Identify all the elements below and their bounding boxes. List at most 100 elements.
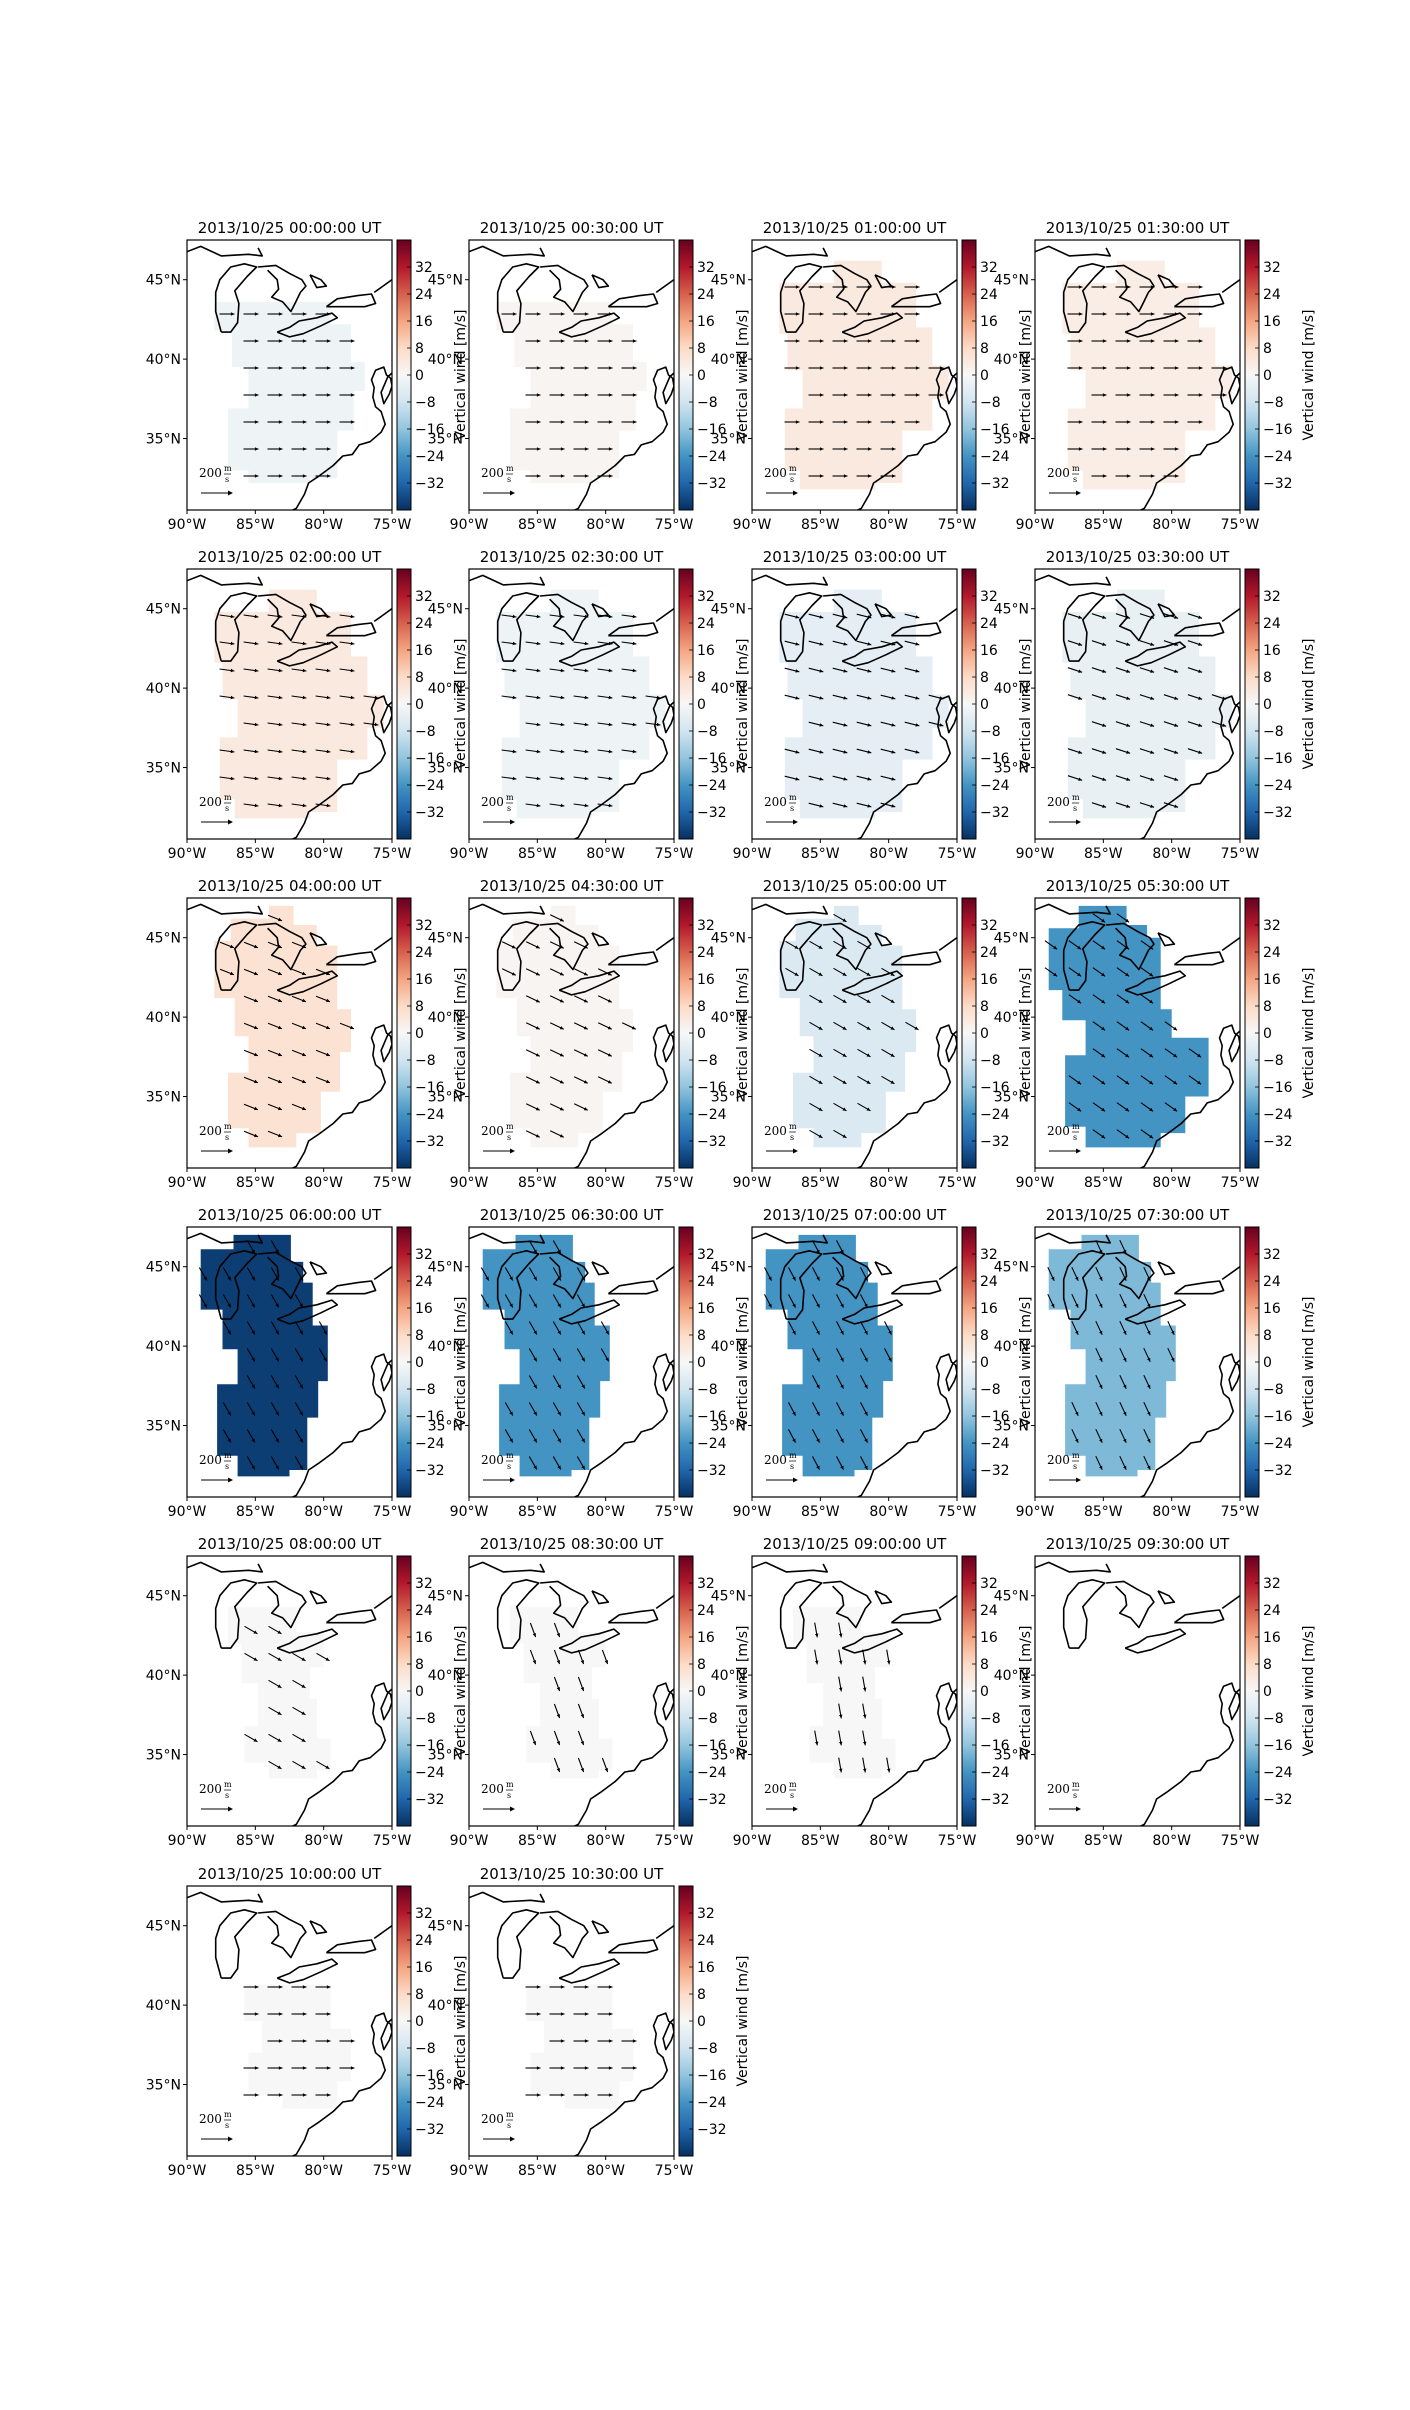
wind-vector-head (1173, 1107, 1178, 1112)
coastline-huron (540, 593, 589, 642)
panel-title: 2013/10/25 03:00:00 UT (763, 548, 947, 566)
quiver-key-unit-num: m (506, 2110, 514, 2119)
x-tick-label: 90°W (733, 846, 772, 862)
wind-vector-head (1102, 474, 1107, 478)
wind-vector-head (1077, 972, 1082, 977)
wind-vector-head (1099, 1384, 1103, 1389)
wind-vector-head (254, 1106, 258, 1111)
wind-vector-head (1222, 393, 1227, 397)
coastline-georgian (591, 603, 610, 618)
wind-vector-head (326, 749, 331, 754)
wind-vector-head (556, 1768, 560, 1772)
quiver-key-value: 200 (764, 1453, 787, 1467)
wind-vector-head (536, 749, 541, 754)
wind-vector-head (792, 1303, 796, 1308)
wind-vector-head (1078, 615, 1083, 619)
coastline-huron (258, 593, 307, 642)
wind-vector-head (350, 420, 355, 424)
coastline-stlaw (373, 1594, 392, 1610)
wind-vector-head (890, 1080, 895, 1084)
wind-vector-head (560, 2066, 565, 2070)
wind-vector-head (326, 366, 331, 370)
colorbar-tick-label: −16 (1263, 1409, 1293, 1425)
wind-vector-head (792, 1438, 796, 1443)
wind-vector-head (277, 1711, 282, 1715)
colorbar-tick-label: 32 (1263, 260, 1281, 276)
wind-vector-head (556, 1741, 560, 1745)
wind-vector-head (278, 695, 283, 700)
colorbar-label: Vertical wind [m/s] (1301, 1297, 1317, 1428)
x-tick-label: 80°W (1152, 517, 1191, 533)
colorbar-tick-label: 16 (1263, 1301, 1281, 1317)
colorbar-tick-label: 24 (980, 1603, 998, 1619)
coastline-georgian (591, 1590, 610, 1605)
colorbar-tick-label: 16 (980, 972, 998, 988)
colorbar-tick-label: 24 (415, 616, 433, 632)
wind-vector-head (278, 1052, 282, 1057)
colorbar-tick-label: −32 (697, 805, 727, 821)
wind-vector-head (891, 285, 896, 289)
colorbar-tick-label: 8 (415, 1328, 424, 1344)
wind-vector-head (584, 366, 589, 370)
x-tick-label: 90°W (450, 2163, 489, 2179)
wind-vector-head (607, 972, 612, 976)
wind-vector-head (253, 1657, 258, 1661)
x-tick-label: 75°W (655, 1504, 694, 1520)
wind-vector-head (1102, 312, 1107, 316)
x-tick-label: 80°W (304, 2163, 343, 2179)
wind-vector-head (1198, 312, 1203, 316)
wind-vector-head (350, 722, 355, 727)
colorbar-label: Vertical wind [m/s] (1018, 1626, 1034, 1757)
colorbar-tick-label: −8 (697, 1382, 718, 1398)
vertical-wind-region (496, 301, 647, 483)
wind-vector-head (1126, 420, 1131, 424)
coastline-ontario (890, 293, 942, 308)
quiver-key-unit-den: s (790, 475, 794, 484)
coastline-georgian (309, 932, 328, 947)
quiver-key-value: 200 (1047, 1453, 1070, 1467)
coastline-ontario (1173, 1609, 1225, 1624)
wind-vector-head (1126, 615, 1131, 619)
wind-vector-head (278, 2066, 283, 2070)
y-tick-label: 45°N (428, 273, 463, 289)
quiver-key-unit-den: s (1073, 1791, 1077, 1800)
colorbar-tick-label: 24 (1263, 1603, 1281, 1619)
quiver-key-arrow-head (510, 1477, 515, 1483)
wind-vector-head (302, 998, 306, 1003)
coastline-superior (752, 1561, 828, 1573)
coastline-superior (187, 245, 263, 257)
wind-vector-head (1101, 1134, 1106, 1139)
wind-vector-head (840, 1357, 844, 1362)
colorbar-tick-label: 0 (1263, 1026, 1272, 1042)
colorbar-tick-label: −24 (980, 1436, 1010, 1452)
x-tick-label: 90°W (1016, 846, 1055, 862)
coastline-huron (258, 1251, 307, 1300)
x-tick-label: 80°W (1152, 846, 1191, 862)
wind-vector-head (560, 614, 565, 619)
x-tick-label: 80°W (869, 517, 908, 533)
colorbar-tick-label: 0 (697, 1684, 706, 1700)
wind-vector-head (278, 944, 282, 949)
wind-vector-head (557, 1303, 561, 1308)
wind-vector-head (819, 393, 824, 397)
map-frame (1034, 897, 1241, 1169)
coastline-michigan (496, 1249, 540, 1320)
wind-vector-head (864, 1411, 868, 1416)
wind-vector-head (792, 1330, 796, 1335)
coastline-erie (841, 970, 904, 996)
wind-vector-head (512, 641, 517, 646)
coastline-erie (558, 970, 621, 996)
coastline-superior (752, 903, 828, 915)
wind-vector-head (278, 971, 282, 976)
coastline-atlantic (572, 366, 674, 510)
quiver-key-unit-den: s (1073, 804, 1077, 813)
y-tick-label: 40°N (428, 1668, 463, 1684)
wind-vector-head (915, 642, 920, 646)
wind-vector-head (560, 474, 565, 478)
wind-vector-head (1099, 1357, 1103, 1362)
wind-vector-head (1150, 750, 1155, 754)
wind-vector-head (1149, 972, 1154, 977)
wind-vector-head (512, 749, 517, 754)
